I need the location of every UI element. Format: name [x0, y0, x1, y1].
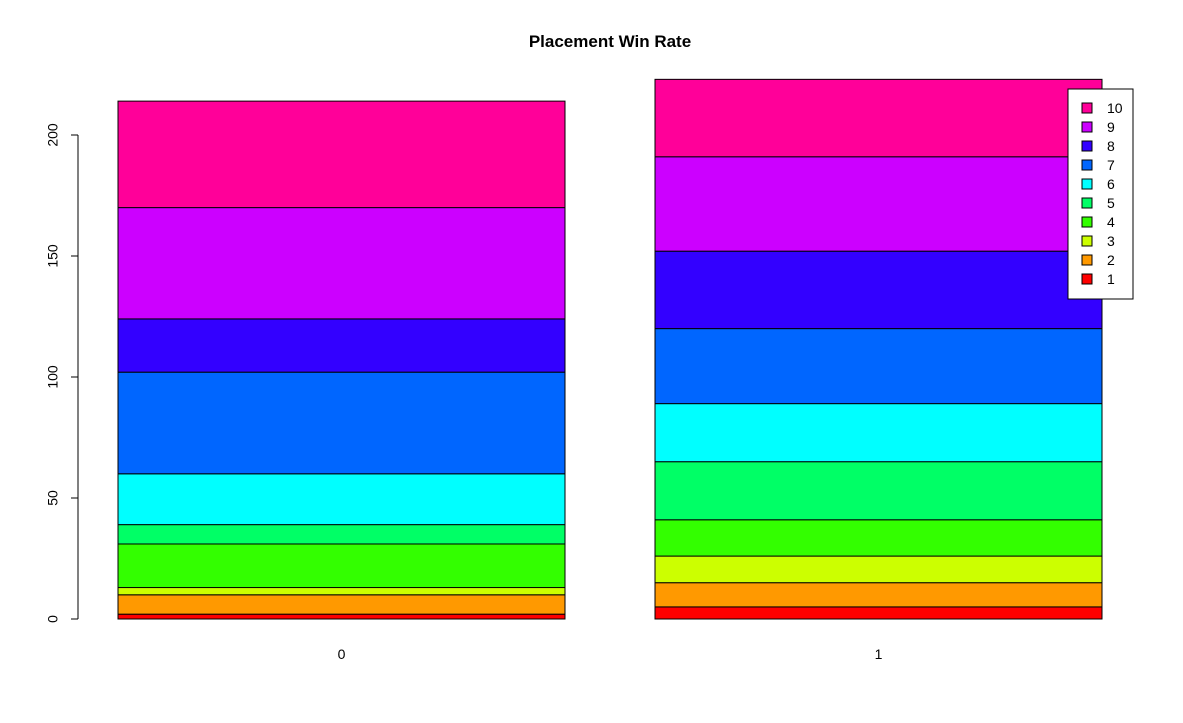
bar-segment-1-2	[654, 582, 1103, 608]
chart-title: Placement Win Rate	[529, 32, 691, 51]
legend-label-2: 2	[1107, 252, 1115, 268]
bar-segment-0-2	[117, 594, 566, 615]
bar-segment-1-8	[654, 250, 1103, 330]
legend-box	[1067, 88, 1134, 300]
legend-label-9: 9	[1107, 119, 1115, 135]
legend-label-7: 7	[1107, 157, 1115, 173]
y-tick-label: 200	[45, 123, 61, 147]
bar-segment-0-10	[117, 100, 566, 209]
bar-segment-0-9	[117, 207, 566, 320]
y-axis: 0 50 100 150 200	[45, 123, 79, 623]
legend-label-1: 1	[1107, 271, 1115, 287]
y-tick-label: 0	[45, 615, 61, 623]
legend-swatch-1	[1081, 273, 1093, 285]
bar-segment-0-7	[117, 371, 566, 475]
bar-segment-0-3	[117, 587, 566, 596]
bar-segment-0-1	[117, 613, 566, 620]
bar-segment-0-4	[117, 543, 566, 589]
bar-segment-1-6	[654, 403, 1103, 463]
legend-swatch-4	[1081, 216, 1093, 228]
bar-segment-0-6	[117, 473, 566, 526]
bar-segment-1-5	[654, 461, 1103, 521]
bar-segment-1-9	[654, 156, 1103, 252]
bar-segment-1-3	[654, 555, 1103, 584]
bar-segment-0-8	[117, 318, 566, 373]
y-tick-label: 100	[45, 365, 61, 389]
legend-swatch-10	[1081, 102, 1093, 114]
bar-segment-1-7	[654, 328, 1103, 405]
legend-label-6: 6	[1107, 176, 1115, 192]
legend-swatch-7	[1081, 159, 1093, 171]
y-tick-label: 150	[45, 244, 61, 268]
legend-label-8: 8	[1107, 138, 1115, 154]
x-tick-label: 0	[338, 646, 346, 662]
bar-segment-1-4	[654, 519, 1103, 557]
legend: 10 9 8 7 6 5 4 3 2 1	[1067, 88, 1134, 300]
bar-segment-0-5	[117, 524, 566, 545]
legend-swatch-9	[1081, 121, 1093, 133]
bar-segment-1-10	[654, 78, 1103, 158]
legend-swatch-6	[1081, 178, 1093, 190]
legend-swatch-8	[1081, 140, 1093, 152]
legend-label-10: 10	[1107, 100, 1123, 116]
legend-swatch-5	[1081, 197, 1093, 209]
y-tick-label: 50	[45, 490, 61, 506]
x-tick-label: 1	[875, 646, 883, 662]
bars	[117, 78, 1103, 620]
legend-label-4: 4	[1107, 214, 1115, 230]
bar-segment-1-1	[654, 606, 1103, 620]
legend-label-5: 5	[1107, 195, 1115, 211]
legend-label-3: 3	[1107, 233, 1115, 249]
legend-swatch-3	[1081, 235, 1093, 247]
legend-swatch-2	[1081, 254, 1093, 266]
